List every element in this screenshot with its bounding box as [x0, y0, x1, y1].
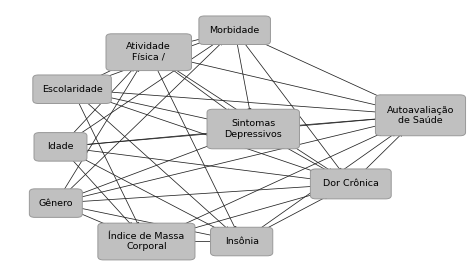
- Text: Atividade
Física /: Atividade Física /: [127, 43, 171, 62]
- FancyBboxPatch shape: [106, 34, 191, 71]
- Text: Sintomas
Depressivos: Sintomas Depressivos: [224, 119, 282, 139]
- FancyBboxPatch shape: [199, 16, 271, 45]
- Text: Insônia: Insônia: [225, 237, 259, 246]
- Text: Índice de Massa
Corporal: Índice de Massa Corporal: [108, 232, 184, 251]
- Text: Gênero: Gênero: [38, 199, 73, 207]
- Text: Dor Crônica: Dor Crônica: [323, 179, 379, 188]
- Text: Idade: Idade: [47, 142, 74, 151]
- FancyBboxPatch shape: [98, 223, 195, 260]
- FancyBboxPatch shape: [207, 109, 300, 149]
- Text: Escolaridade: Escolaridade: [42, 85, 102, 94]
- FancyBboxPatch shape: [34, 133, 87, 161]
- FancyBboxPatch shape: [375, 95, 465, 136]
- FancyBboxPatch shape: [33, 75, 111, 104]
- Text: Morbidade: Morbidade: [210, 26, 260, 35]
- FancyBboxPatch shape: [210, 227, 273, 256]
- Text: Autoavaliação
de Saúde: Autoavaliação de Saúde: [387, 106, 454, 125]
- FancyBboxPatch shape: [29, 189, 82, 217]
- FancyBboxPatch shape: [310, 169, 391, 199]
